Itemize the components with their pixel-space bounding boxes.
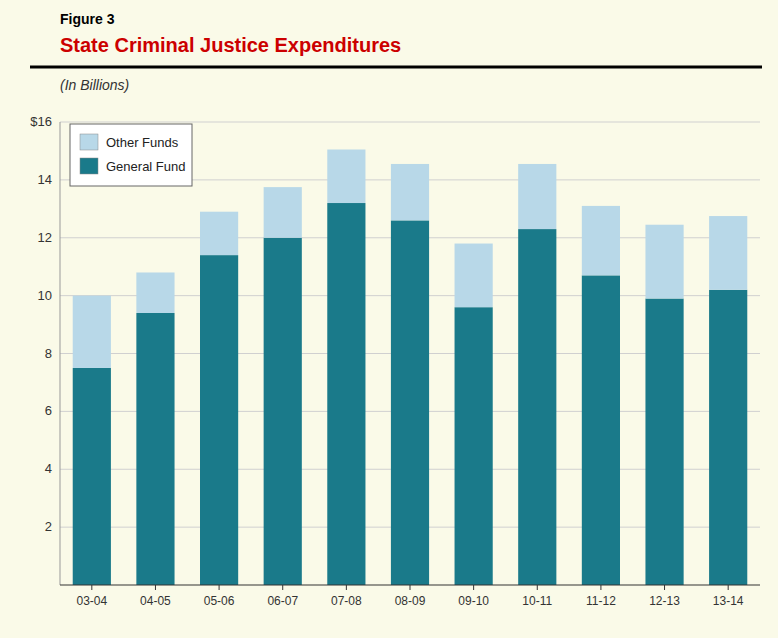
legend-label: Other Funds <box>106 135 179 150</box>
x-tick-label: 11-12 <box>586 594 616 608</box>
bar <box>200 212 238 255</box>
legend-swatch <box>80 134 98 150</box>
bar <box>582 275 620 585</box>
bar <box>73 296 111 368</box>
x-tick <box>664 585 665 590</box>
bar <box>709 290 747 585</box>
legend-box <box>70 124 192 186</box>
x-tick-label: 05-06 <box>204 594 235 608</box>
legend-label: General Fund <box>106 159 186 174</box>
x-tick-label: 09-10 <box>458 594 489 608</box>
x-tick <box>410 585 411 590</box>
x-tick <box>537 585 538 590</box>
y-tick-label: 10 <box>38 288 52 303</box>
x-tick <box>155 585 156 590</box>
x-tick-label: 07-08 <box>331 594 362 608</box>
bar <box>264 187 302 238</box>
bar <box>327 149 365 203</box>
bar <box>645 225 683 299</box>
bar <box>391 164 429 220</box>
y-tick-label: 8 <box>45 346 52 361</box>
x-tick-label: 08-09 <box>395 594 426 608</box>
bar <box>455 244 493 308</box>
legend: Other Funds General Fund <box>70 124 192 186</box>
figure-label: Figure 3 <box>60 11 115 27</box>
bar <box>518 164 556 229</box>
x-tick <box>219 585 220 590</box>
bar <box>327 203 365 585</box>
y-tick-label: 14 <box>38 172 52 187</box>
x-tick <box>282 585 283 590</box>
bar <box>391 220 429 585</box>
title: State Criminal Justice Expenditures <box>60 34 401 56</box>
y-tick-label: $16 <box>30 114 52 129</box>
bar <box>709 216 747 290</box>
bar <box>200 255 238 585</box>
x-tick <box>91 585 92 590</box>
grid-line <box>60 122 760 123</box>
x-tick-label: 03-04 <box>76 594 107 608</box>
y-tick-label: 2 <box>45 519 52 534</box>
bar <box>455 307 493 585</box>
x-tick-label: 06-07 <box>267 594 298 608</box>
x-tick <box>473 585 474 590</box>
background <box>0 0 778 638</box>
bar <box>73 368 111 585</box>
x-tick-label: 10-11 <box>522 594 552 608</box>
y-tick-label: 6 <box>45 403 52 418</box>
x-tick <box>600 585 601 590</box>
bar <box>518 229 556 585</box>
x-tick-label: 04-05 <box>140 594 171 608</box>
bar <box>645 299 683 585</box>
bar <box>264 238 302 585</box>
subtitle: (In Billions) <box>60 77 129 93</box>
bar <box>582 206 620 275</box>
y-axis-line <box>60 122 61 585</box>
bar <box>136 272 174 313</box>
chart: Figure 3 State Criminal Justice Expenditu… <box>0 0 778 638</box>
title-rule <box>30 66 762 69</box>
y-tick-label: 12 <box>38 230 52 245</box>
x-tick-label: 13-14 <box>713 594 744 608</box>
bar <box>136 313 174 585</box>
x-tick <box>728 585 729 590</box>
x-tick <box>346 585 347 590</box>
y-tick-label: 4 <box>45 461 52 476</box>
x-tick-label: 12-13 <box>649 594 680 608</box>
legend-swatch <box>80 158 98 174</box>
bars <box>73 149 748 585</box>
